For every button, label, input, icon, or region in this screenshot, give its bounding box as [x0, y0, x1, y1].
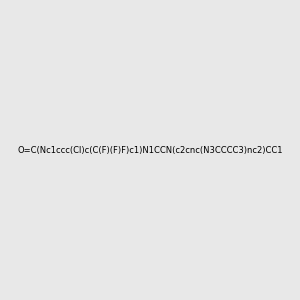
- Text: O=C(Nc1ccc(Cl)c(C(F)(F)F)c1)N1CCN(c2cnc(N3CCCC3)nc2)CC1: O=C(Nc1ccc(Cl)c(C(F)(F)F)c1)N1CCN(c2cnc(…: [17, 146, 283, 154]
